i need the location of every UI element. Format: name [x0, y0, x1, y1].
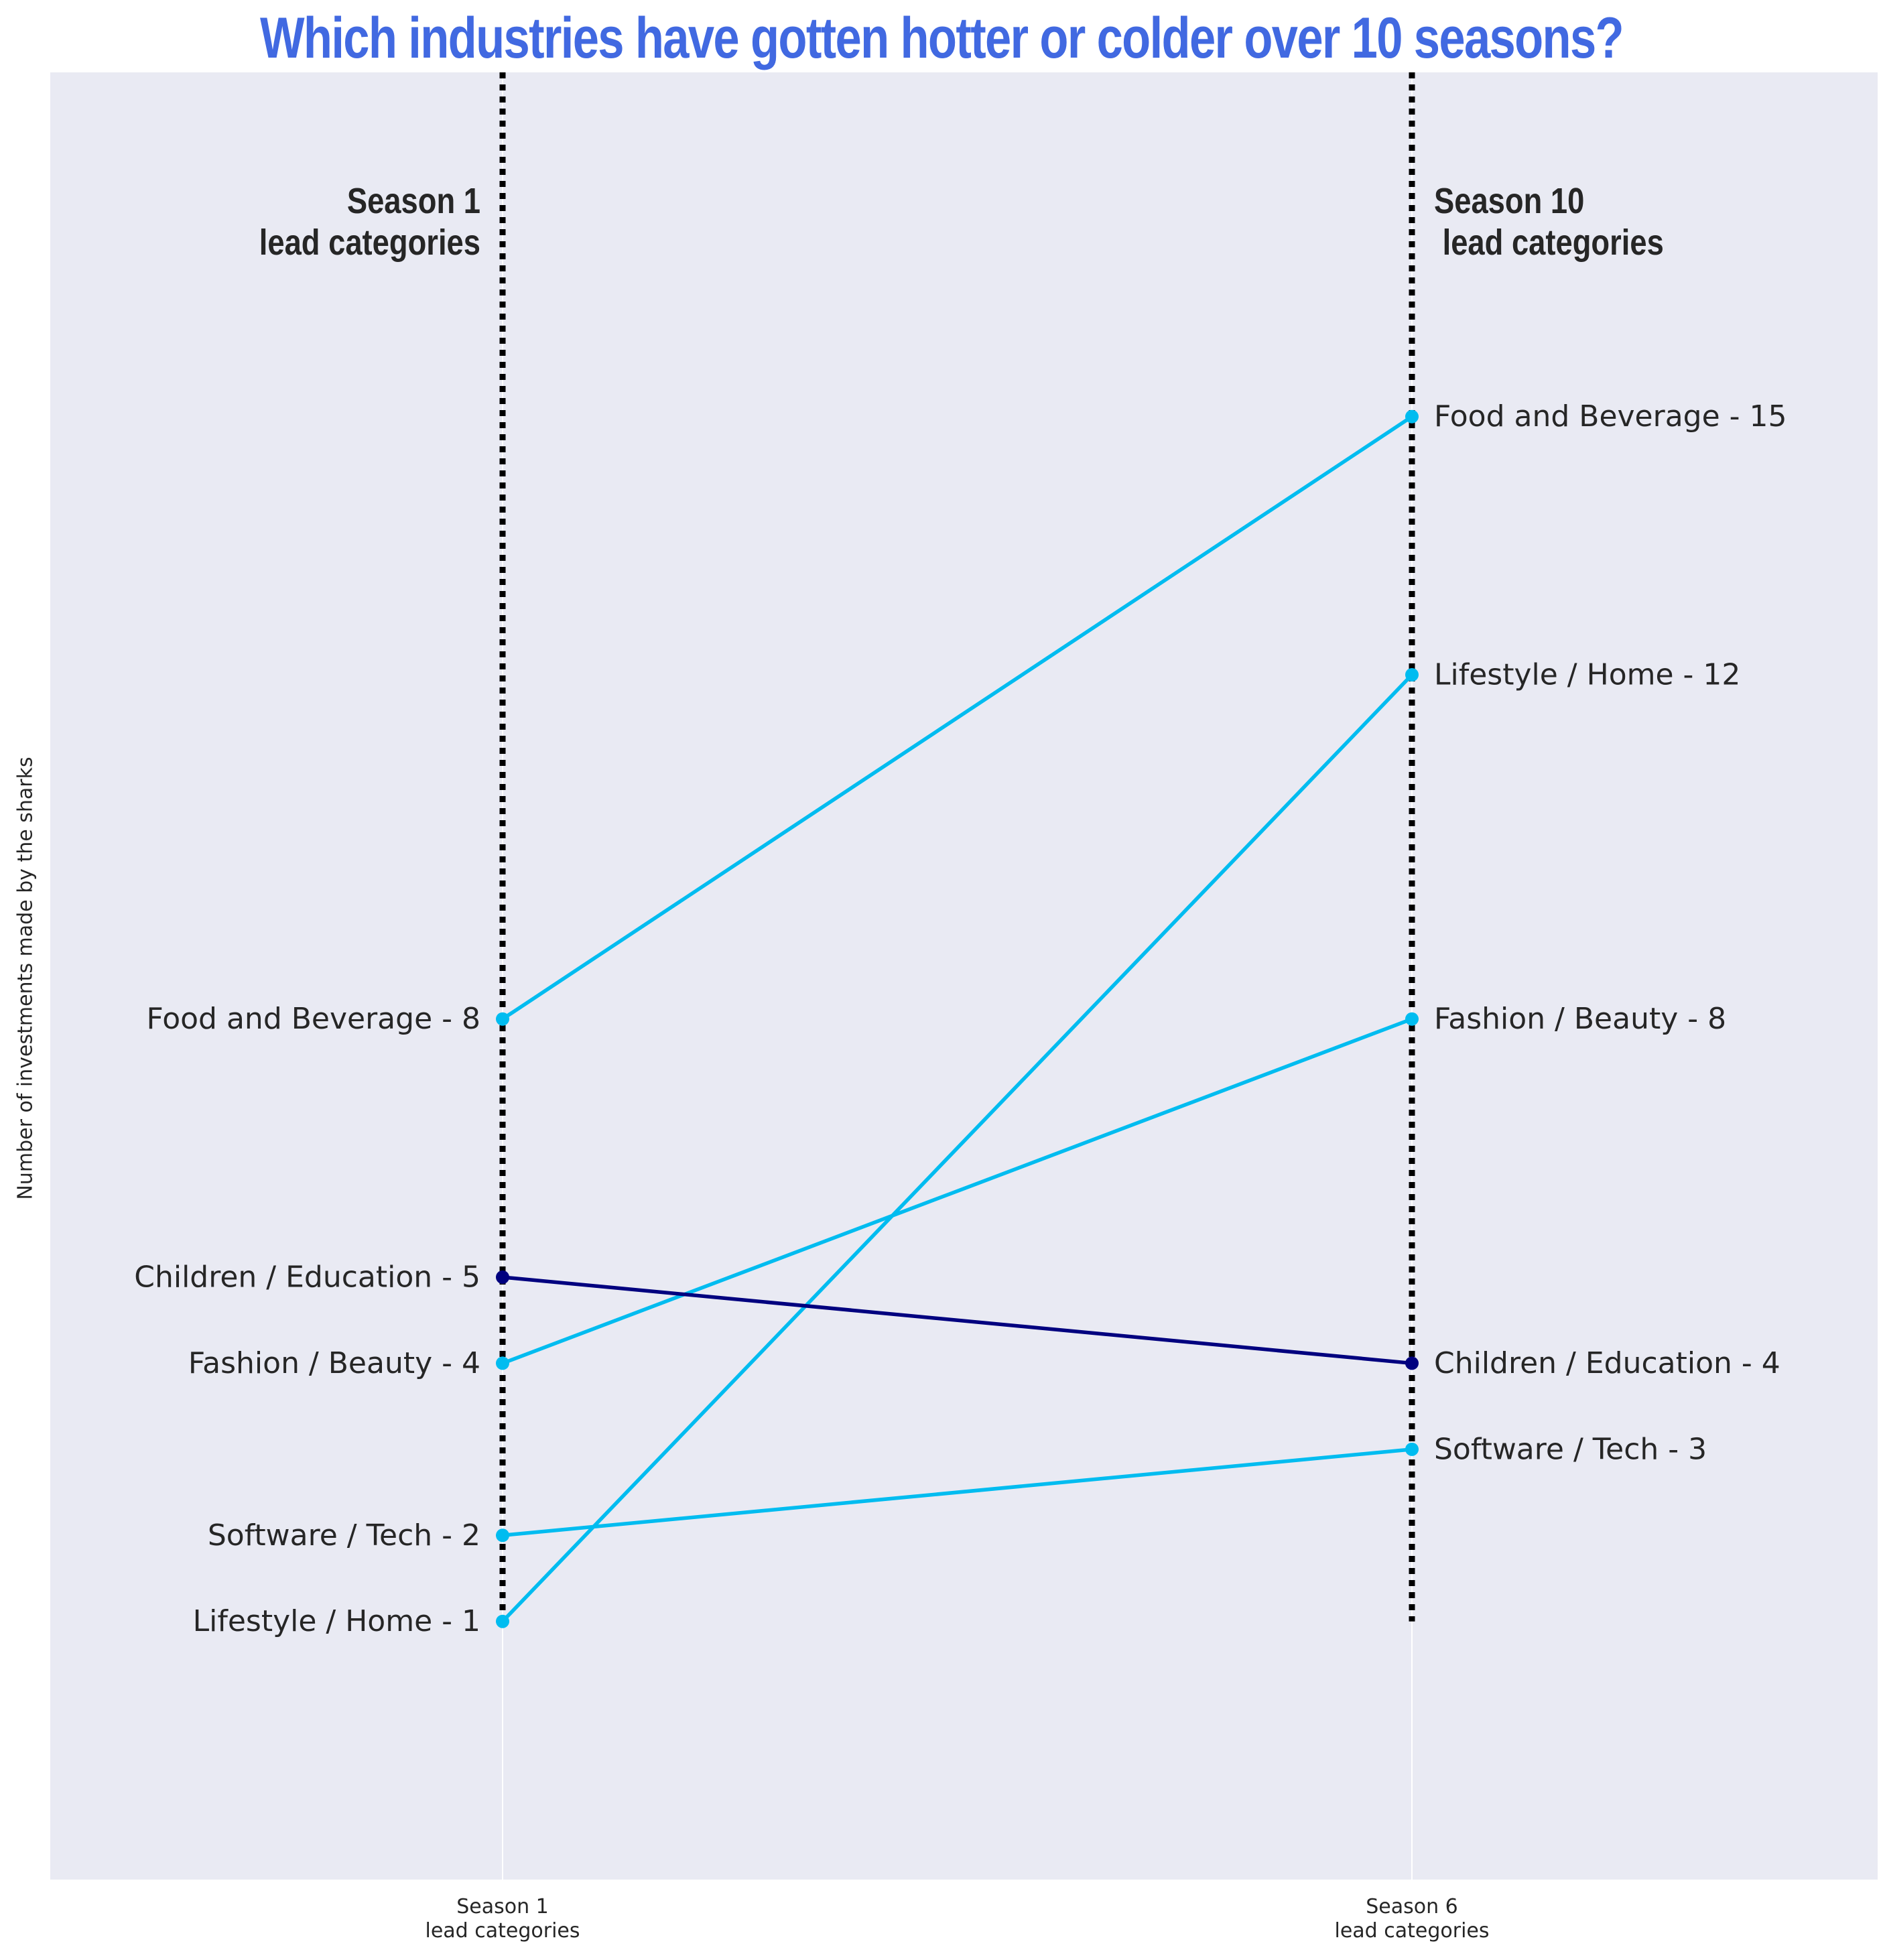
- end-label-1: Food and Beverage - 15: [1434, 399, 1787, 434]
- end-label-5: Software / Tech - 3: [1434, 1432, 1707, 1466]
- start-point-3: [496, 1356, 509, 1370]
- end-point-2: [1405, 668, 1419, 681]
- start-label-5: Software / Tech - 2: [208, 1518, 480, 1553]
- column-headers: Season 1 lead categories Season 10 lead ca…: [259, 180, 1664, 263]
- left-header: Season 1 lead categories: [259, 180, 480, 263]
- end-label-2: Lifestyle / Home - 12: [1434, 658, 1740, 692]
- series-line-3: [502, 1017, 1413, 1366]
- start-point-4: [496, 1270, 509, 1284]
- start-point-2: [496, 1614, 509, 1628]
- start-point-5: [496, 1528, 509, 1543]
- end-point-5: [1405, 1442, 1419, 1456]
- series-points: [496, 409, 1419, 1628]
- start-label-3: Fashion / Beauty - 4: [188, 1346, 480, 1380]
- end-point-3: [1405, 1012, 1419, 1026]
- series-line-1: [501, 415, 1413, 1021]
- start-label-4: Children / Education - 5: [134, 1260, 480, 1295]
- plot-background: [50, 72, 1878, 1880]
- x-tick-label-1: Season 1 lead categories: [425, 1895, 580, 1943]
- series-lines: [501, 415, 1413, 1623]
- start-point-1: [496, 1012, 509, 1026]
- end-label-3: Fashion / Beauty - 8: [1434, 1002, 1726, 1036]
- x-tick-label-2: Season 6 lead categories: [1334, 1895, 1489, 1943]
- series-line-4: [502, 1275, 1413, 1366]
- end-point-1: [1405, 409, 1419, 423]
- right-header: Season 10 lead categories: [1434, 180, 1664, 263]
- series-line-5: [502, 1447, 1413, 1538]
- end-labels: Food and Beverage - 8 Food and Beverage -…: [134, 399, 1787, 1638]
- x-tick-labels: Season 1 lead categories Season 6 lead cate…: [425, 1895, 1489, 1943]
- end-label-4: Children / Education - 4: [1434, 1346, 1780, 1380]
- start-label-2: Lifestyle / Home - 1: [193, 1604, 480, 1638]
- start-label-1: Food and Beverage - 8: [146, 1002, 480, 1036]
- chart-title: Which industries have gotten hotter or c…: [259, 6, 1624, 70]
- end-point-4: [1405, 1356, 1419, 1370]
- x-gridlines: [502, 72, 1413, 1880]
- series-line-2: [501, 673, 1413, 1623]
